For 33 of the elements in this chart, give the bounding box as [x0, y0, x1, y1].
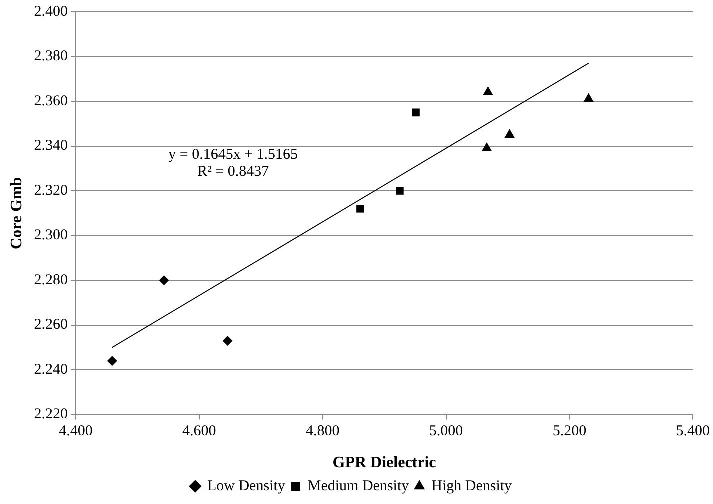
- y-tick-label: 2.360: [34, 93, 68, 110]
- point: [107, 356, 118, 366]
- y-tick-label: 2.380: [34, 48, 68, 65]
- point: [159, 276, 170, 286]
- annotation: R² = 0.8437: [197, 164, 270, 180]
- y-tick-label: 2.280: [34, 272, 68, 288]
- y-tick-label: 2.400: [34, 4, 68, 20]
- point: [356, 205, 364, 213]
- x-tick-label: 5.000: [429, 424, 464, 440]
- annotation: y = 0.1645x + 1.5165: [168, 146, 298, 163]
- x-tick-label: 5.200: [552, 424, 587, 440]
- x-axis-title: GPR Dielectric: [332, 454, 436, 472]
- legend-label: High Density: [432, 478, 513, 494]
- point: [396, 187, 404, 195]
- x-tick-label: 4.400: [59, 424, 93, 440]
- y-tick-label: 2.260: [34, 317, 68, 334]
- y-axis-title: Core Gmb: [8, 177, 26, 250]
- x-tick-label: 4.800: [306, 424, 340, 440]
- legend-label: Medium Density: [308, 478, 410, 494]
- point: [482, 142, 492, 152]
- point: [584, 93, 594, 102]
- point: [412, 108, 420, 117]
- y-tick-label: 2.220: [34, 406, 68, 423]
- legend-label: Low Density: [207, 478, 286, 494]
- y-tick-label: 2.300: [34, 228, 68, 244]
- y-tick-label: 2.320: [34, 182, 68, 199]
- point: [222, 336, 233, 346]
- point: [483, 86, 494, 96]
- y-tick-label: 2.240: [34, 362, 68, 378]
- x-tick-label: 5.400: [676, 424, 710, 440]
- y-tick-label: 2.340: [34, 138, 68, 154]
- point: [504, 129, 516, 138]
- x-tick-label: 4.600: [182, 424, 216, 440]
